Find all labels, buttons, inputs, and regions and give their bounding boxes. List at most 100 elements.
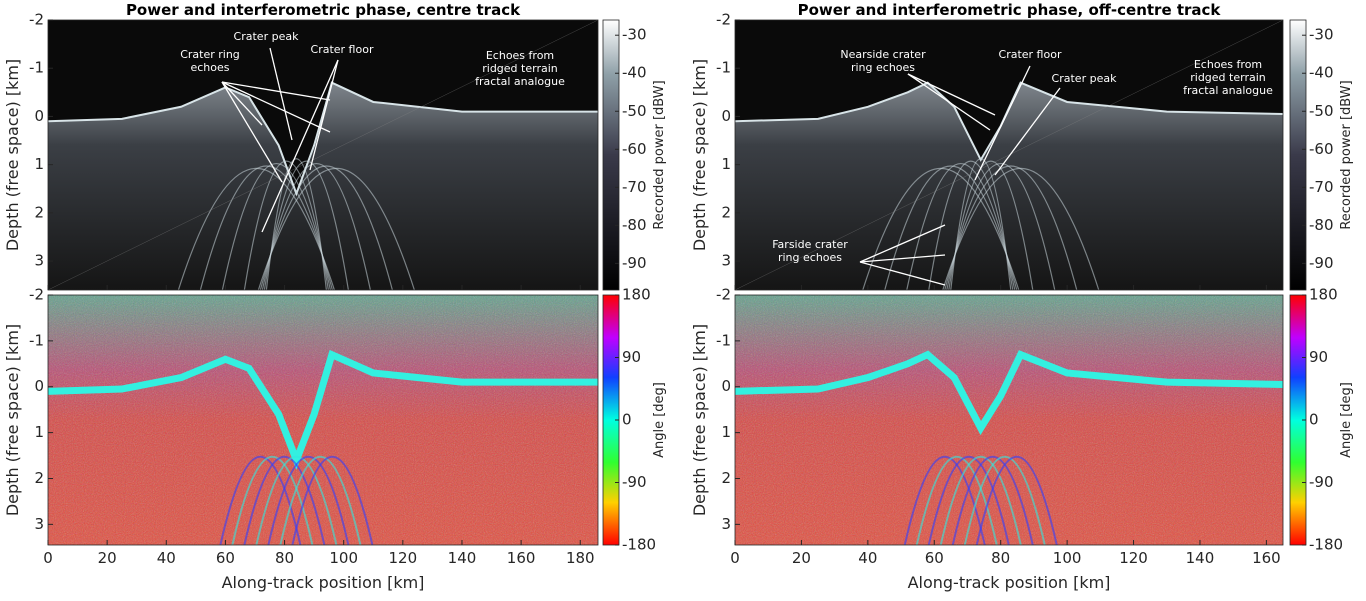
echo-arc: [221, 162, 331, 290]
x-tick-label: 20: [792, 549, 811, 567]
echo-arc: [942, 167, 1100, 290]
colorbar-tick-label: -90: [622, 473, 647, 491]
x-tick-label: 100: [329, 549, 358, 567]
y-tick-label: 1: [721, 423, 731, 441]
y-tick-label: 3: [34, 252, 44, 270]
colorbar-tick-label: -50: [622, 102, 647, 120]
colorbar: [602, 19, 620, 291]
annotation: Crater floor: [311, 43, 374, 56]
chart-title: Power and interferometric phase, off-cen…: [798, 1, 1222, 19]
y-tick-label: -1: [29, 331, 44, 349]
diagonal: [48, 20, 598, 290]
x-tick-label: 120: [1119, 549, 1148, 567]
x-tick-label: 60: [925, 549, 944, 567]
annotation: Crater peak: [1052, 72, 1118, 85]
annotation-pointer: [221, 81, 283, 183]
colorbar-tick-label: -80: [1309, 216, 1334, 234]
colorbar-tick-label: -40: [622, 64, 647, 82]
echo-arc: [265, 158, 327, 290]
axes-frame: [734, 294, 1284, 546]
y-tick-label: 0: [34, 377, 44, 395]
colorbar-tick-label: -180: [622, 536, 656, 554]
x-tick-label: 160: [1252, 549, 1281, 567]
annotation: ring echoes: [851, 61, 915, 74]
annotation-pointer: [269, 47, 293, 141]
phase-arc: [291, 456, 374, 545]
echo-arc: [257, 167, 415, 290]
y-tick-label: -2: [29, 286, 44, 304]
colorbar-label: Angle [deg]: [652, 382, 667, 458]
annotation: Farside crater: [772, 238, 848, 251]
axes-frame: [734, 19, 1284, 291]
phase-arc: [939, 456, 1022, 545]
annotation: ring echoes: [778, 251, 842, 264]
annotation: Crater floor: [999, 48, 1062, 61]
annotation: fractal analogue: [1183, 84, 1273, 97]
annotation: echoes: [190, 61, 229, 74]
annotation-pointer: [221, 81, 263, 126]
colorbar-tick-label: 90: [622, 348, 641, 366]
y-tick-label: -2: [716, 286, 731, 304]
colorbar-tick-label: 90: [1309, 348, 1328, 366]
surface-phase: [48, 349, 598, 470]
colorbar-tick-label: 0: [622, 411, 632, 429]
phase-arc: [951, 456, 1034, 545]
x-tick-label: 0: [43, 549, 53, 567]
colorbar-tick-label: -30: [622, 26, 647, 44]
colorbar-tick-label: -60: [1309, 140, 1334, 158]
phase-arc: [975, 456, 1058, 545]
y-tick-label: -1: [716, 331, 731, 349]
annotation: ridged terrain: [1190, 71, 1266, 84]
x-tick-label: 180: [566, 549, 595, 567]
y-tick-label: -2: [716, 11, 731, 29]
echo-arc: [946, 162, 1056, 290]
colorbar-tick-label: 180: [1309, 286, 1338, 304]
x-tick-label: 20: [98, 549, 117, 567]
phase-arc: [243, 456, 326, 545]
echo-arc: [944, 165, 1078, 290]
annotation: fractal analogue: [475, 75, 565, 88]
x-tick-label: 120: [389, 549, 418, 567]
colorbar-tick-label: -70: [622, 178, 647, 196]
y-tick-label: 0: [721, 377, 731, 395]
annotation-pointer: [309, 59, 339, 171]
annotation-pointer: [221, 81, 331, 101]
annotation: Echoes from: [1194, 58, 1262, 71]
axes-frame: [47, 294, 599, 546]
colorbar-tick-label: -50: [1309, 102, 1334, 120]
annotation: Echoes from: [486, 49, 554, 62]
phase-arc: [267, 456, 350, 545]
annotation-pointer: [261, 59, 339, 233]
y-tick-label: 1: [34, 155, 44, 173]
y-tick-label: 3: [721, 252, 731, 270]
annotation-pointer: [859, 261, 946, 286]
x-tick-label: 80: [275, 549, 294, 567]
echo-arc: [259, 165, 393, 290]
x-tick-label: 80: [991, 549, 1010, 567]
colorbar-tick-label: 180: [622, 286, 651, 304]
plot-area: [735, 295, 1283, 545]
y-axis-label: Depth (free space) [km]: [690, 59, 709, 251]
x-tick-label: 100: [1053, 549, 1082, 567]
x-tick-label: 0: [730, 549, 740, 567]
y-tick-label: 3: [34, 515, 44, 533]
y-tick-label: 0: [34, 107, 44, 125]
annotation-pointer: [974, 65, 1031, 181]
annotation-pointer: [859, 254, 946, 263]
colorbar-label: Recorded power [dBW]: [1339, 80, 1354, 229]
phase-arc: [927, 456, 1010, 545]
subsurface: [48, 82, 598, 290]
echo-arc: [261, 162, 371, 290]
y-axis-label: Depth (free space) [km]: [3, 59, 22, 251]
y-tick-label: 2: [34, 203, 44, 221]
colorbar-tick-label: -90: [1309, 473, 1334, 491]
colorbar-tick-label: -30: [1309, 26, 1334, 44]
colorbar-tick-label: -90: [622, 254, 647, 272]
colorbar-tick-label: -80: [622, 216, 647, 234]
phase-arc: [255, 456, 338, 545]
axes-frame: [47, 19, 599, 291]
chart-title: Power and interferometric phase, centre …: [126, 1, 521, 19]
y-tick-label: -1: [29, 59, 44, 77]
echo-arc: [243, 160, 329, 290]
